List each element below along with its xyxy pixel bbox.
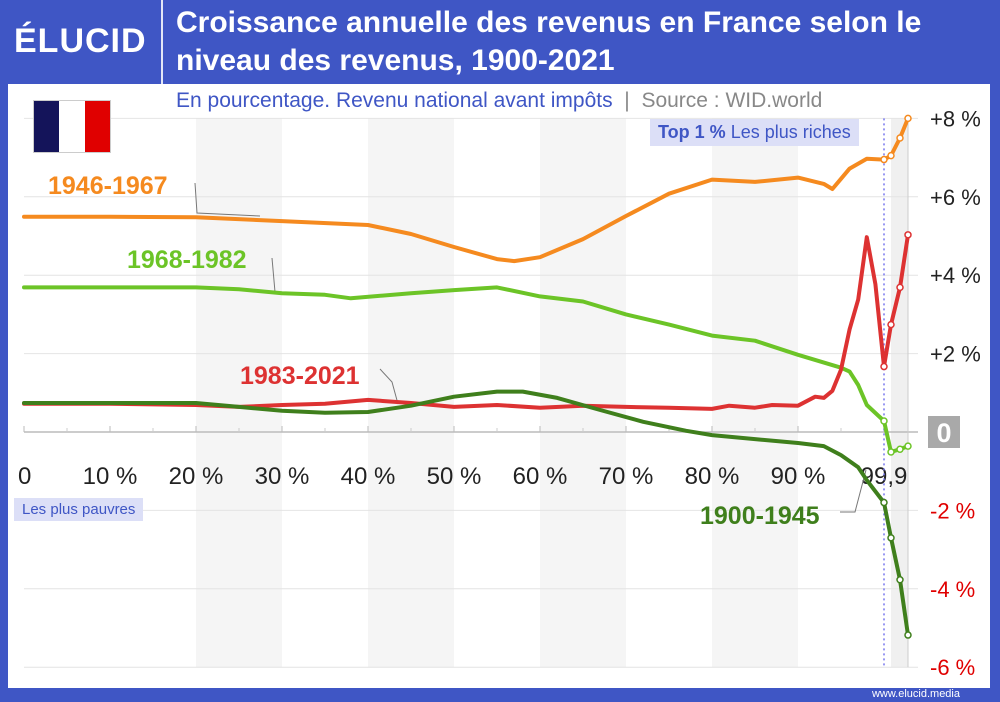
x-tick-label: 10 %: [83, 463, 138, 490]
series-label-1946-1967: 1946-1967: [48, 172, 168, 200]
y-tick-label: -6 %: [930, 655, 975, 680]
series-line: [22, 232, 910, 411]
flag-red: [84, 101, 110, 152]
divider: [161, 0, 163, 84]
poorest-label: Les plus pauvres: [14, 498, 144, 521]
y-tick-label: 0: [936, 418, 951, 448]
x-tick-label: 50 %: [427, 463, 482, 490]
y-tick-label: +8 %: [930, 106, 981, 131]
x-tick-label: 20 %: [169, 463, 224, 490]
grid-band: [368, 118, 454, 668]
series-line: [22, 116, 910, 264]
subtitle-text: En pourcentage. Revenu national avant im…: [176, 89, 613, 112]
data-point: [904, 114, 912, 123]
x-tick-label: 90 %: [771, 463, 826, 490]
y-tick-label: -4 %: [930, 577, 975, 602]
chart-title: Croissance annuelle des revenus en Franc…: [176, 6, 922, 77]
france-flag: [33, 100, 111, 153]
data-point: [880, 498, 888, 507]
flag-blue: [34, 101, 60, 152]
leader-line: [271, 257, 276, 293]
x-tick-label: 99,9: [861, 463, 908, 490]
source: Source : WID.world: [641, 89, 823, 112]
data-point: [896, 576, 904, 584]
data-point: [896, 445, 904, 453]
leader-line: [840, 469, 867, 513]
grid-band: [712, 118, 798, 668]
grid-band: [196, 118, 282, 668]
grid-band: [540, 118, 626, 668]
data-point: [904, 631, 912, 639]
leader-line: [379, 368, 399, 405]
series-1968-1982: [22, 285, 912, 456]
richest-text: Les plus riches: [730, 122, 851, 142]
data-point: [904, 442, 912, 450]
y-tick-label: +2 %: [930, 342, 981, 367]
subtitle: En pourcentage. Revenu national avant im…: [176, 89, 823, 112]
data-point: [904, 231, 912, 239]
series-label-1983-2021: 1983-2021: [240, 362, 360, 390]
x-tick-label: 80 %: [685, 463, 740, 490]
data-point: [887, 534, 895, 542]
y-tick-label: +6 %: [930, 185, 981, 210]
x-tick-label: 60 %: [513, 463, 568, 490]
data-point: [887, 320, 895, 329]
series-label-1900-1945: 1900-1945: [700, 502, 820, 530]
data-point: [880, 362, 888, 371]
y-tick-label: -2 %: [930, 498, 975, 523]
elucid-logo: ÉLUCID: [14, 22, 147, 60]
top-1-label: Top 1 % Les plus riches: [650, 119, 859, 146]
series-1946-1967: [22, 114, 912, 264]
y-tick-label: +4 %: [930, 263, 981, 288]
zero-label-bg: [928, 416, 960, 448]
data-point: [880, 155, 888, 164]
series-1983-2021: [22, 231, 912, 411]
header: ÉLUCID Croissance annuelle des revenus e…: [0, 0, 1000, 84]
x-tick-label: 30 %: [255, 463, 310, 490]
footer-url: www.elucid.media: [871, 688, 960, 700]
flag-white: [59, 101, 85, 152]
data-point: [896, 283, 904, 292]
data-point: [880, 417, 888, 425]
series-line: [22, 389, 910, 638]
leader-line: [194, 182, 261, 217]
series-1900-1945: [22, 389, 912, 639]
data-point: [887, 151, 895, 160]
x-tick-label: 40 %: [341, 463, 396, 490]
data-point: [896, 134, 904, 142]
series-label-1968-1982: 1968-1982: [127, 246, 247, 274]
series-line: [22, 285, 910, 454]
top-1-bold: Top 1 %: [658, 122, 726, 142]
x-tick-label: 70 %: [599, 463, 654, 490]
x-tick-label: 0: [18, 463, 31, 490]
data-point: [887, 448, 895, 456]
